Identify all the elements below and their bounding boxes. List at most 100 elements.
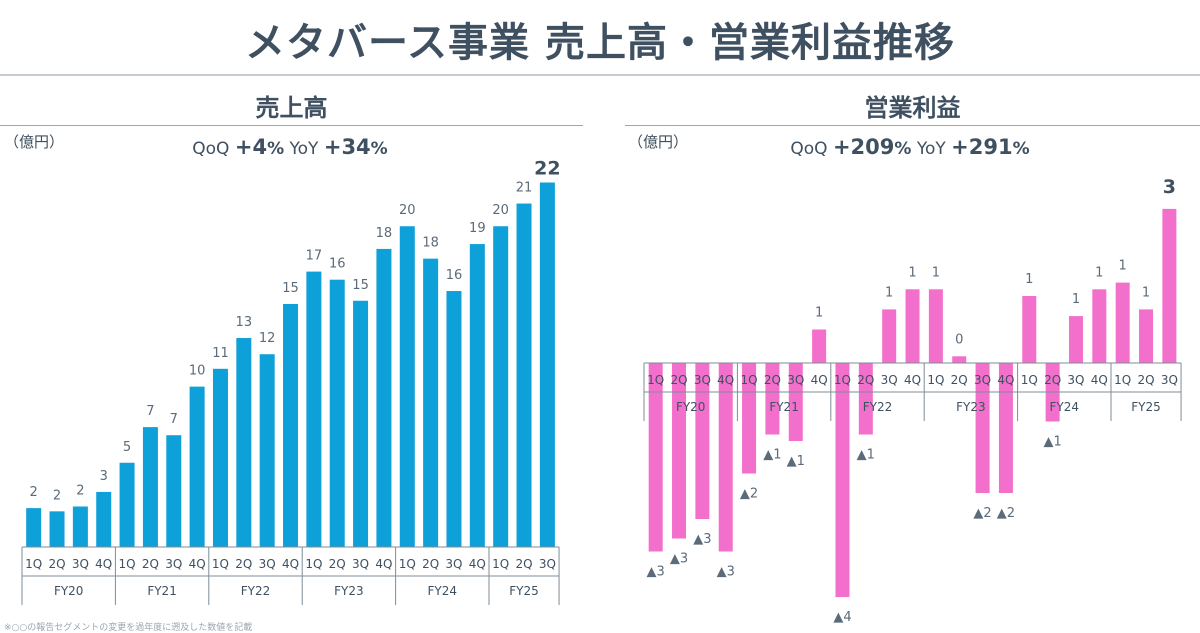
- revenue-value-label: 2: [76, 484, 84, 499]
- revenue-value-label: 20: [492, 203, 509, 218]
- revenue-bar: [353, 301, 368, 547]
- profit-quarter-tick: 1Q: [927, 373, 944, 387]
- profit-quarter-tick: 4Q: [811, 373, 828, 387]
- revenue-bar: [493, 226, 508, 547]
- revenue-bar: [190, 387, 205, 547]
- profit-fiscal-year-label: FY23: [956, 400, 986, 414]
- revenue-bar: [260, 354, 275, 547]
- revenue-fiscal-year-label: FY23: [334, 584, 364, 598]
- revenue-value-label: 21: [516, 181, 533, 196]
- revenue-quarter-tick: 3Q: [539, 557, 556, 571]
- revenue-quarter-tick: 3Q: [165, 557, 182, 571]
- profit-bar: [1069, 316, 1083, 363]
- profit-quarter-tick: 3Q: [881, 373, 898, 387]
- revenue-value-label: 16: [446, 268, 463, 283]
- revenue-value-label: 11: [212, 346, 229, 361]
- profit-bar: [835, 363, 849, 597]
- revenue-quarter-tick: 4Q: [469, 557, 486, 571]
- revenue-quarter-tick: 3Q: [259, 557, 276, 571]
- revenue-value-label: 17: [306, 249, 323, 264]
- profit-quarter-tick: 1Q: [647, 373, 664, 387]
- profit-value-label: 0: [955, 332, 963, 347]
- revenue-quarter-tick: 2Q: [515, 557, 532, 571]
- revenue-quarter-tick: 1Q: [25, 557, 42, 571]
- profit-value-label: ▲4: [833, 610, 851, 625]
- revenue-quarter-tick: 3Q: [352, 557, 369, 571]
- profit-value-label: 1: [932, 265, 940, 280]
- profit-value-label: ▲3: [717, 565, 735, 580]
- revenue-bar: [143, 427, 158, 547]
- profit-quarter-tick: 1Q: [1021, 373, 1038, 387]
- profit-value-label: ▲1: [787, 454, 805, 469]
- profit-value-label: ▲3: [693, 532, 711, 547]
- revenue-value-label: 7: [170, 412, 178, 427]
- profit-value-label: 1: [815, 306, 823, 321]
- profit-bar: [882, 309, 896, 363]
- revenue-quarter-tick: 2Q: [235, 557, 252, 571]
- revenue-value-label: 2: [30, 485, 38, 500]
- revenue-bar: [517, 204, 532, 547]
- revenue-bar: [120, 463, 135, 547]
- profit-value-label: 1: [1095, 265, 1103, 280]
- revenue-quarter-tick: 1Q: [212, 557, 229, 571]
- revenue-fiscal-year-label: FY20: [54, 584, 84, 598]
- profit-value-label: ▲3: [670, 552, 688, 567]
- profit-bar: [1116, 283, 1130, 363]
- profit-value-label: 3: [1163, 176, 1176, 198]
- profit-quarter-tick: 2Q: [951, 373, 968, 387]
- profit-quarter-tick: 2Q: [1137, 373, 1154, 387]
- profit-bar: [649, 363, 663, 552]
- revenue-quarter-tick: 4Q: [282, 557, 299, 571]
- revenue-quarter-tick: 3Q: [72, 557, 89, 571]
- profit-bar: [952, 356, 966, 363]
- profit-bar: [1139, 309, 1153, 363]
- profit-quarter-tick: 3Q: [694, 373, 711, 387]
- profit-fiscal-year-label: FY22: [863, 400, 893, 414]
- profit-value-label: ▲2: [740, 487, 758, 502]
- profit-quarter-tick: 1Q: [741, 373, 758, 387]
- revenue-value-label: 18: [376, 226, 393, 241]
- revenue-bar: [73, 507, 88, 548]
- revenue-bar: [446, 291, 461, 547]
- profit-quarter-tick: 1Q: [1114, 373, 1131, 387]
- profit-value-label: 1: [1025, 272, 1033, 287]
- revenue-quarter-tick: 4Q: [375, 557, 392, 571]
- revenue-quarter-tick: 3Q: [445, 557, 462, 571]
- revenue-quarter-tick: 1Q: [119, 557, 136, 571]
- revenue-bar: [236, 338, 251, 547]
- revenue-fiscal-year-label: FY24: [428, 584, 458, 598]
- profit-bar: [906, 289, 920, 363]
- profit-value-label: ▲2: [973, 506, 991, 521]
- profit-quarter-tick: 3Q: [787, 373, 804, 387]
- revenue-quarter-tick: 1Q: [492, 557, 509, 571]
- revenue-bar: [400, 226, 415, 547]
- profit-quarter-tick: 2Q: [857, 373, 874, 387]
- profit-value-label: 1: [885, 285, 893, 300]
- revenue-bar: [50, 511, 65, 547]
- revenue-bar: [376, 249, 391, 547]
- profit-bar: [1092, 289, 1106, 363]
- revenue-value-label: 7: [146, 404, 154, 419]
- revenue-bar: [540, 183, 555, 548]
- profit-bar: [672, 363, 686, 539]
- profit-quarter-tick: 4Q: [997, 373, 1014, 387]
- profit-value-label: 1: [1142, 285, 1150, 300]
- revenue-quarter-tick: 2Q: [329, 557, 346, 571]
- revenue-fiscal-year-label: FY21: [147, 584, 177, 598]
- charts-canvas: 21Q22Q23Q34Q51Q72Q73Q104Q111Q132Q123Q154…: [0, 0, 1200, 628]
- revenue-bar: [26, 508, 41, 547]
- profit-fiscal-year-label: FY21: [769, 400, 799, 414]
- profit-value-label: ▲1: [1043, 435, 1061, 450]
- profit-bar: [929, 289, 943, 363]
- profit-quarter-tick: 3Q: [1161, 373, 1178, 387]
- revenue-fiscal-year-label: FY22: [241, 584, 271, 598]
- profit-quarter-tick: 4Q: [1091, 373, 1108, 387]
- revenue-value-label: 13: [236, 315, 253, 330]
- revenue-fiscal-year-label: FY25: [509, 584, 539, 598]
- revenue-quarter-tick: 1Q: [399, 557, 416, 571]
- profit-value-label: ▲3: [647, 565, 665, 580]
- profit-fiscal-year-label: FY25: [1131, 400, 1161, 414]
- revenue-value-label: 20: [399, 203, 416, 218]
- profit-value-label: ▲1: [763, 448, 781, 463]
- revenue-value-label: 12: [259, 331, 276, 346]
